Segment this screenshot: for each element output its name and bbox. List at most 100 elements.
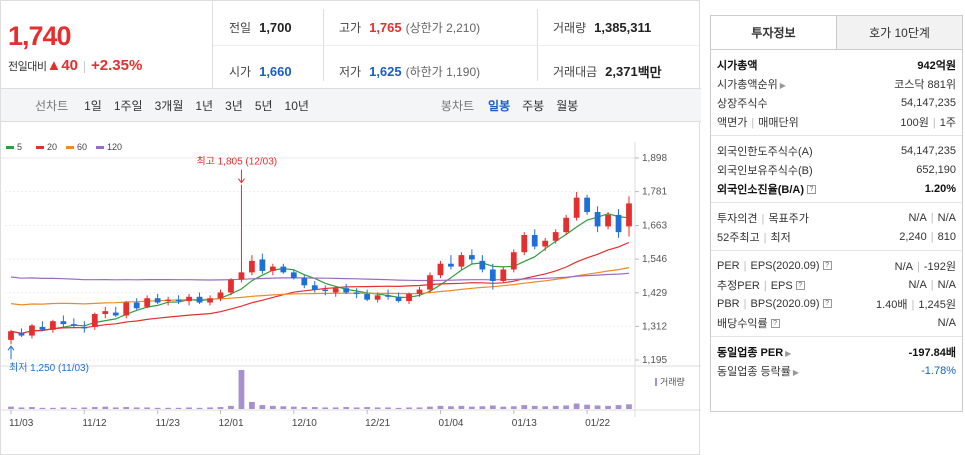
face-value: 100원: [900, 116, 929, 129]
volume-bar: [144, 407, 151, 409]
x-tick-label-5: 12/21: [365, 418, 390, 429]
x-tick-label-6: 01/04: [438, 418, 463, 429]
ma-line-120: [10, 272, 630, 282]
candle-body: [18, 332, 25, 336]
legend-swatch-60: [66, 146, 74, 149]
volume-bar: [500, 406, 507, 409]
eps-value: -192원: [923, 260, 956, 273]
week52-high-label: 52주최고: [717, 231, 760, 244]
change-percent: +2.35%: [91, 57, 143, 74]
volume-bar: [217, 407, 224, 409]
candle-body: [154, 298, 161, 303]
low-value: 1,625: [369, 63, 402, 79]
candle-body: [175, 299, 182, 302]
est-per-value: N/A: [908, 278, 927, 291]
opinion-row: 투자의견 | 목표주가 N/A | N/A: [717, 211, 956, 225]
pbr-label: PBR: [717, 297, 740, 310]
period-10y[interactable]: 10년: [284, 98, 309, 113]
candle-weekly[interactable]: 주봉: [522, 98, 545, 113]
market-cap-label: 시가총액: [717, 59, 758, 72]
prev-close-label: 전일: [229, 20, 252, 35]
candle-body: [615, 214, 622, 233]
help-icon[interactable]: ?: [807, 185, 816, 195]
candle-body: [406, 293, 412, 302]
candle-chart-label: 봉차트: [440, 98, 475, 113]
volume-bar: [521, 405, 528, 409]
ma-line-60: [10, 267, 630, 306]
per-label: PER: [717, 259, 740, 272]
volume-bar: [196, 407, 203, 409]
help-icon[interactable]: ?: [822, 261, 832, 271]
candle-body: [364, 293, 371, 300]
volume-bar: [8, 406, 14, 409]
y-tick-label-3: 1,546: [642, 254, 667, 265]
volume-bar: [615, 405, 622, 409]
period-3m[interactable]: 3개월: [154, 98, 184, 113]
volume-bar: [406, 407, 412, 409]
candle-body: [542, 240, 549, 247]
volume-bar: [458, 405, 465, 409]
tab-invest-info[interactable]: 투자정보: [711, 16, 836, 49]
help-icon[interactable]: ?: [770, 319, 780, 329]
period-1w[interactable]: 1주일: [113, 98, 143, 113]
volume-bar: [102, 406, 109, 409]
candle-daily[interactable]: 일봉: [488, 98, 511, 113]
candle-body: [395, 296, 402, 302]
industry-rate-value: -1.78%: [921, 364, 956, 377]
foreign-ratio-row: 외국인소진율(B/A)? 1.20%: [717, 179, 956, 198]
candle-body: [123, 302, 130, 316]
low-price: 저가 1,625 (하한가 1,190): [323, 49, 480, 93]
candle-body: [416, 289, 423, 294]
candle-body: [186, 296, 192, 302]
high-label: 고가: [339, 20, 362, 35]
help-icon[interactable]: ?: [822, 299, 832, 309]
candle-body: [573, 197, 580, 218]
candle-body: [133, 302, 140, 309]
stock-chart-panel: 1,740 전일대비▲40 +2.35% 전일 1,700 고가 1,765 (상한가 …: [0, 0, 701, 455]
amount-value: 2,371: [605, 63, 638, 79]
max-price-annotation: 최고 1,805 (12/03): [196, 156, 277, 168]
period-1y[interactable]: 1년: [195, 98, 214, 113]
volume-bar: [542, 406, 549, 409]
bps-label: BPS(2020.09): [750, 297, 820, 310]
arrow-right-icon: ▶: [785, 348, 792, 358]
investment-info-panel: 투자정보 호가 10단계 시가총액 942억원 시가총액순위 ▶ 코스닥 881위 상…: [710, 15, 963, 412]
help-icon[interactable]: ?: [795, 281, 805, 291]
trade-amount: 거래대금 2,371 백만: [537, 49, 662, 93]
prev-close: 전일 1,700: [213, 5, 292, 49]
rank-value: 코스닥 881위: [894, 78, 956, 91]
candle-monthly[interactable]: 월봉: [556, 98, 579, 113]
ma-line-5: [10, 213, 630, 335]
candle-body: [510, 252, 517, 270]
volume-bar: [353, 407, 360, 409]
candle-body: [91, 314, 98, 327]
candle-body: [249, 260, 255, 273]
candle-body: [269, 266, 276, 271]
candle-body: [332, 288, 339, 293]
volume-bar: [81, 407, 88, 409]
volume-bar: [269, 405, 276, 409]
volume-value: 1,385,311: [594, 19, 652, 35]
period-3y[interactable]: 3년: [225, 98, 243, 113]
volume-bar: [489, 405, 496, 409]
candle-body: [207, 298, 213, 303]
volume-bar: [385, 407, 391, 409]
y-tick-label-0: 1,898: [642, 153, 667, 164]
x-tick-label-7: 01/13: [512, 418, 537, 429]
volume-bar: [343, 407, 350, 409]
volume-bar: [395, 407, 402, 409]
candlestick-chart[interactable]: 5 20 60 120 1,898 1,781 1,663 1,546 1,429 1,312 1,…: [1, 122, 701, 455]
volume-bar: [39, 407, 46, 409]
volume-bar: [437, 405, 444, 409]
candle-body: [259, 259, 266, 271]
candle-body: [112, 312, 119, 316]
candle-body: [228, 279, 234, 293]
industry-per-value: -197.84배: [908, 346, 956, 359]
upper-limit: (상한가 2,210): [405, 20, 481, 35]
period-1d[interactable]: 1일: [84, 98, 102, 113]
candle-body: [552, 232, 559, 241]
candle-body: [81, 326, 88, 329]
period-5y[interactable]: 5년: [254, 98, 273, 113]
tab-orderbook[interactable]: 호가 10단계: [836, 16, 962, 49]
opinion-section: 투자의견 | 목표주가 N/A | N/A 52주최고 | 최저 2,240 | 810: [711, 203, 962, 251]
